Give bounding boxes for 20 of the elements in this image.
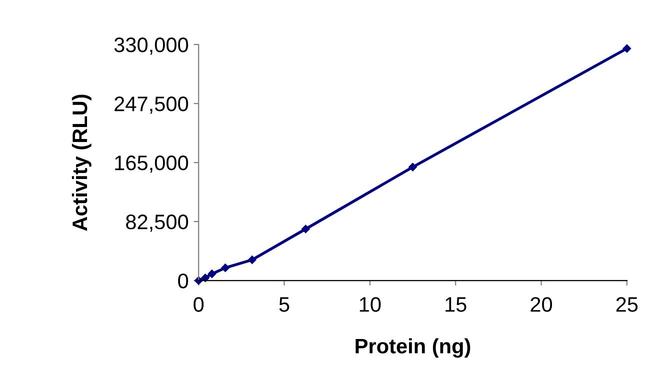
x-tick-label: 0 (194, 297, 204, 312)
point (201, 274, 210, 282)
point (208, 270, 216, 278)
x-tick-label: 10 (360, 297, 381, 312)
x-tick-label: 25 (616, 297, 638, 312)
point (248, 256, 256, 264)
point (302, 224, 310, 234)
y-tick-label: 82,500 (126, 214, 188, 232)
y-tick-label: 0 (178, 274, 188, 288)
x-tick-label: 20 (530, 297, 552, 312)
x-tick-label: 5 (279, 297, 290, 312)
y-tick-label: 165,000 (115, 156, 188, 173)
y-tick-label: 247,500 (114, 96, 188, 114)
point (622, 44, 632, 53)
x-axis-title: Protein (ng) (356, 338, 470, 358)
y-tick-label: 330,000 (114, 38, 188, 55)
point (221, 264, 230, 272)
x-tick-label: 15 (446, 297, 466, 312)
point (408, 162, 417, 172)
y-axis-title: Activity (RLU) (72, 94, 92, 231)
